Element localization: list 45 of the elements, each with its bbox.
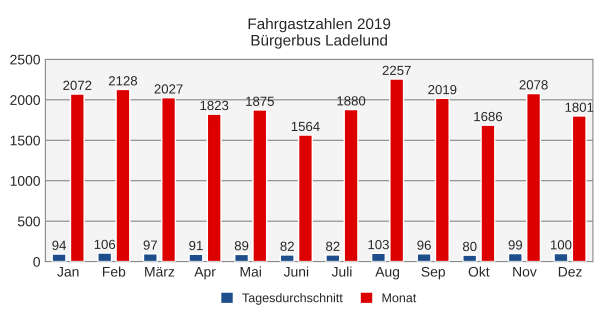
legend-label: Tagesdurchschnitt [242,293,343,305]
data-label: 1875 [246,96,274,106]
data-label: 1880 [337,96,366,106]
data-label: 1564 [292,122,320,132]
x-tick-label: Apr [194,266,216,280]
data-label: 2072 [63,80,92,90]
data-label: 1823 [200,100,228,110]
x-tick-label: Mai [240,266,261,277]
y-tick-label: 2500 [10,54,40,65]
data-label: 89 [234,241,248,250]
x-tick-label: März [145,266,174,277]
data-label: 1801 [566,102,594,112]
data-label: 2078 [520,80,548,90]
data-label: 106 [94,240,116,250]
data-label: 2019 [428,84,456,94]
x-tick-label: Juli [332,266,352,277]
data-label: 2128 [108,76,138,86]
x-tick-label: Aug [375,266,400,280]
x-tick-label: Nov [513,266,537,277]
y-tick-label: 500 [18,216,40,226]
x-tick-label: Dez [558,266,582,277]
data-label: 2257 [382,66,411,76]
x-tick-label: Feb [102,266,126,277]
y-tick-label: 1500 [10,136,40,146]
data-label: 1686 [474,112,502,122]
x-tick-label: Okt [468,266,490,277]
data-label: 80 [462,242,477,252]
x-tick-label: Sep [421,266,445,280]
data-label: 103 [368,240,389,250]
data-label: 2027 [154,84,183,94]
x-tick-label: Juni [284,266,308,277]
y-tick-label: 0 [33,256,40,267]
data-label: 82 [326,242,340,251]
chart-title: Fahrgastzahlen 2019 Bürgerbus Ladelund [248,18,390,49]
data-label: 96 [417,240,431,250]
data-label: 91 [189,240,203,250]
data-label: 99 [508,240,522,250]
legend-label: Monat [382,294,416,302]
data-label: 100 [550,240,572,250]
y-tick-label: 1000 [10,176,40,186]
data-label: 94 [52,240,66,250]
data-label: 82 [280,242,294,251]
x-tick-label: Jan [57,266,78,277]
data-label: 97 [144,240,157,250]
y-tick-label: 2000 [10,95,40,105]
